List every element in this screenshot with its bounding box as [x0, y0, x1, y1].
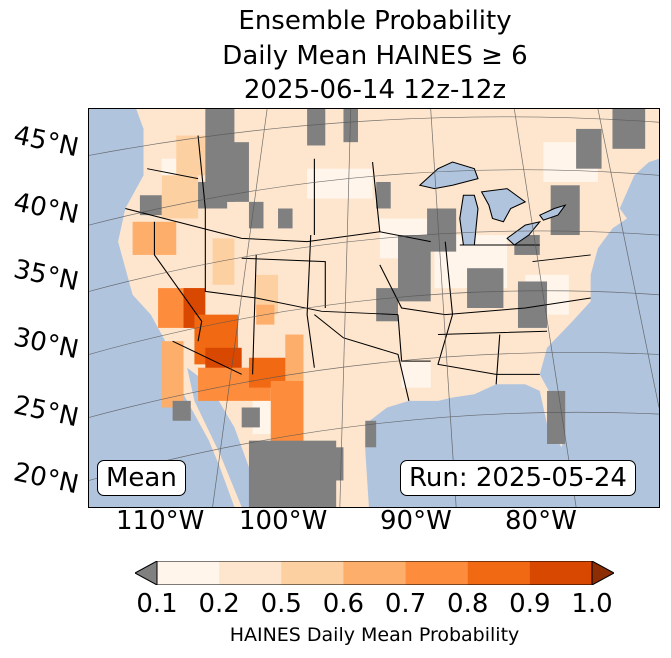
colorbar-under-arrow — [135, 561, 158, 585]
lat-label-20: 20°N — [10, 457, 82, 501]
stat-label-box: Mean — [97, 460, 186, 496]
lon-label-110: 110°W — [116, 506, 205, 536]
lon-label-80: 80°W — [505, 506, 577, 536]
lat-label-40: 40°N — [10, 187, 82, 231]
gulf-of-california — [187, 367, 260, 507]
colorbar-tick-label: 0.8 — [447, 589, 489, 619]
colorbar-segment — [405, 561, 469, 585]
colorbar-over-arrow — [591, 561, 614, 585]
colorbar-tick-label: 0.1 — [136, 589, 178, 619]
colorbar-segment — [281, 561, 344, 585]
lat-label-30: 30°N — [10, 322, 82, 366]
run-date-box: Run: 2025-05-24 — [400, 460, 636, 496]
title-line-2: Daily Mean HAINES ≥ 6 — [222, 41, 528, 71]
colorbar-tick-label: 0.5 — [260, 589, 302, 619]
colorbar-tick-label: 0.6 — [322, 589, 365, 619]
great-lakes — [418, 161, 567, 246]
colorbar-segment — [219, 561, 282, 585]
below-threshold-areas — [139, 109, 646, 507]
colorbar-tick-label: 0.9 — [509, 589, 551, 619]
colorbar-tick-label: 0.2 — [198, 589, 240, 619]
state-borders — [125, 135, 591, 401]
lon-label-100: 100°W — [239, 506, 328, 536]
title-line-3: 2025-06-14 12z-12z — [243, 75, 507, 105]
colorbar-segment — [343, 561, 407, 585]
colorbar — [135, 561, 614, 585]
colorbar-segment — [467, 561, 531, 585]
lat-label-25: 25°N — [10, 390, 82, 434]
colorbar-tick-label: 1.0 — [571, 589, 613, 619]
orange-areas — [132, 135, 304, 448]
colorbar-tick-label: 0.7 — [384, 589, 427, 619]
colorbar-segment — [529, 561, 593, 585]
colorbar-segment — [157, 561, 220, 585]
probability-map — [88, 108, 660, 508]
lat-label-35: 35°N — [10, 254, 82, 298]
lon-label-90: 90°W — [380, 506, 452, 536]
map-canvas — [89, 109, 659, 507]
colorbar-outline — [156, 561, 593, 585]
title-line-1: Ensemble Probability — [238, 6, 512, 36]
lat-label-45: 45°N — [10, 120, 82, 164]
graticule — [89, 109, 659, 507]
colorbar-label: HAINES Daily Mean Probability — [229, 624, 520, 646]
